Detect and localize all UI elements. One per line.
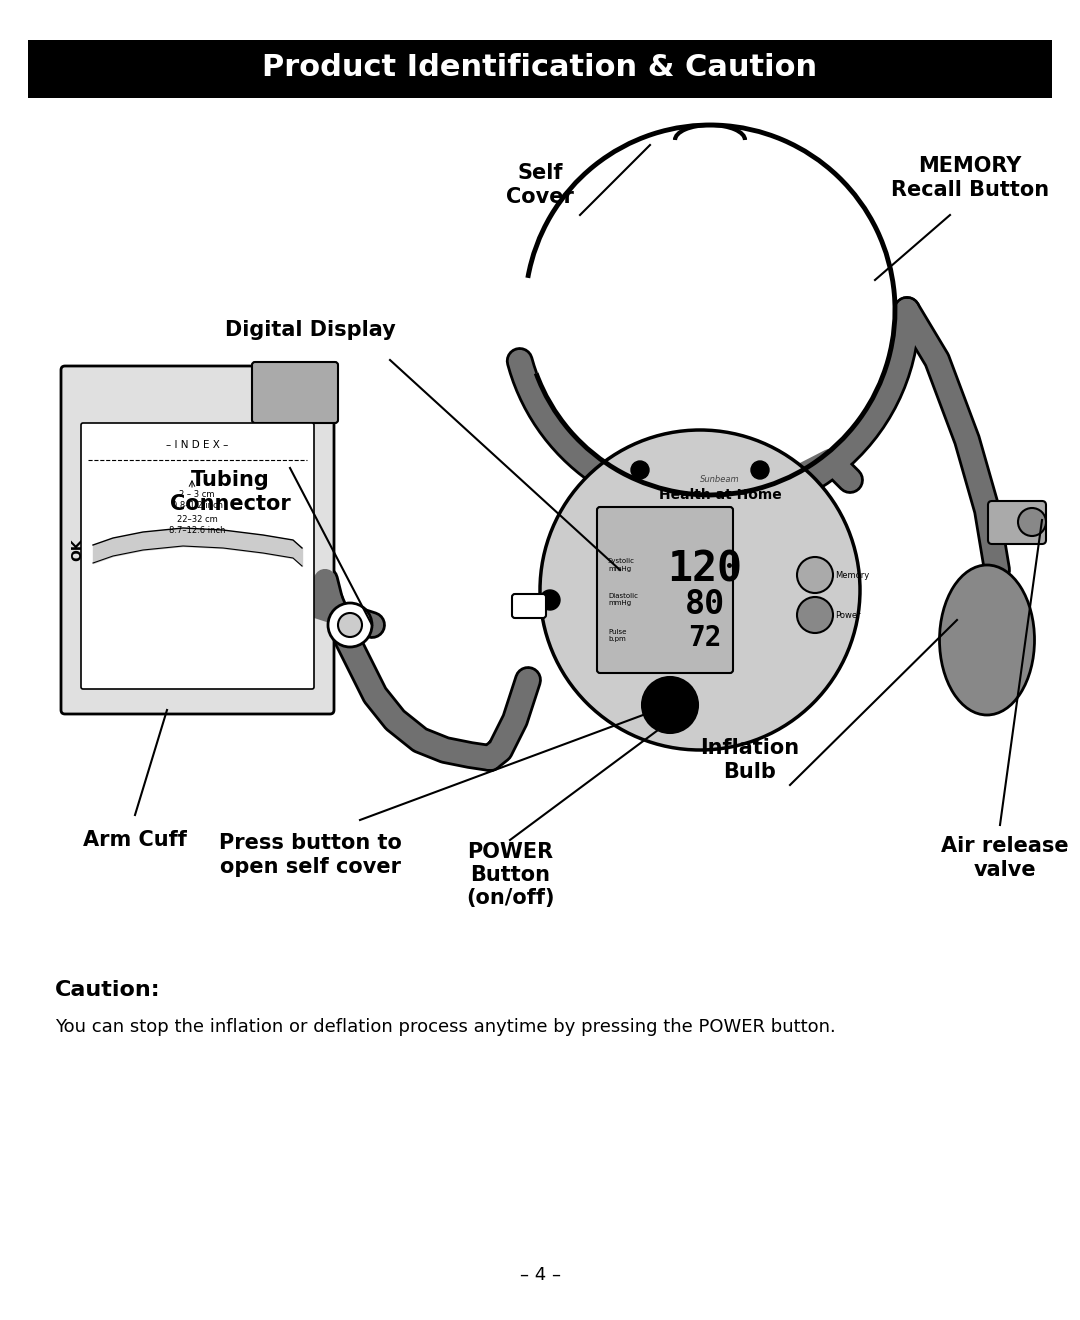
- Text: 22–32 cm
8.7–12.6 inch: 22–32 cm 8.7–12.6 inch: [168, 515, 226, 535]
- Ellipse shape: [940, 565, 1035, 715]
- Circle shape: [1018, 508, 1047, 536]
- Text: POWER
Button
(on/off): POWER Button (on/off): [465, 842, 554, 908]
- Text: MEMORY
Recall Button: MEMORY Recall Button: [891, 156, 1049, 199]
- Text: – 4 –: – 4 –: [519, 1266, 561, 1284]
- Circle shape: [338, 612, 362, 638]
- Text: Caution:: Caution:: [55, 979, 161, 1001]
- Bar: [28, 40, 1052, 98]
- FancyBboxPatch shape: [252, 362, 338, 422]
- FancyBboxPatch shape: [60, 366, 334, 714]
- Text: Pulse
b.pm: Pulse b.pm: [608, 628, 626, 642]
- Circle shape: [328, 603, 372, 647]
- Text: Memory: Memory: [835, 570, 869, 579]
- Text: Diastolic
mmHg: Diastolic mmHg: [608, 594, 638, 606]
- Text: Sunbeam: Sunbeam: [700, 475, 740, 484]
- FancyBboxPatch shape: [988, 502, 1047, 544]
- Circle shape: [540, 590, 561, 610]
- Text: Self
Cover: Self Cover: [507, 164, 573, 207]
- Text: 80: 80: [685, 589, 725, 622]
- Circle shape: [540, 430, 860, 750]
- Text: Health at Home: Health at Home: [659, 488, 781, 502]
- Text: OK: OK: [70, 539, 84, 561]
- Circle shape: [797, 557, 833, 593]
- Text: Air release
valve: Air release valve: [941, 837, 1069, 879]
- Text: Product Identification & Caution: Product Identification & Caution: [262, 54, 818, 82]
- Text: Press button to
open self cover: Press button to open self cover: [218, 833, 402, 876]
- Circle shape: [751, 461, 769, 479]
- Circle shape: [797, 597, 833, 634]
- Text: You can stop the inflation or deflation process anytime by pressing the POWER bu: You can stop the inflation or deflation …: [55, 1018, 836, 1036]
- Text: Tubing
Connector: Tubing Connector: [170, 470, 291, 513]
- FancyBboxPatch shape: [597, 507, 733, 673]
- Text: 2 – 3 cm
0.8–1.2 inch: 2 – 3 cm 0.8–1.2 inch: [172, 490, 222, 510]
- Text: – I N D E X –: – I N D E X –: [166, 440, 228, 450]
- Text: Digital Display: Digital Display: [225, 319, 395, 341]
- FancyBboxPatch shape: [512, 594, 546, 618]
- Text: Systolic
mmHg: Systolic mmHg: [608, 558, 635, 572]
- Wedge shape: [528, 125, 895, 495]
- Text: Inflation
Bulb: Inflation Bulb: [701, 738, 799, 781]
- Text: 72: 72: [688, 624, 721, 652]
- Text: 120: 120: [667, 549, 743, 591]
- Circle shape: [642, 677, 698, 733]
- Circle shape: [631, 461, 649, 479]
- FancyBboxPatch shape: [81, 422, 314, 689]
- Text: Power: Power: [835, 610, 861, 619]
- Text: Arm Cuff: Arm Cuff: [83, 830, 187, 850]
